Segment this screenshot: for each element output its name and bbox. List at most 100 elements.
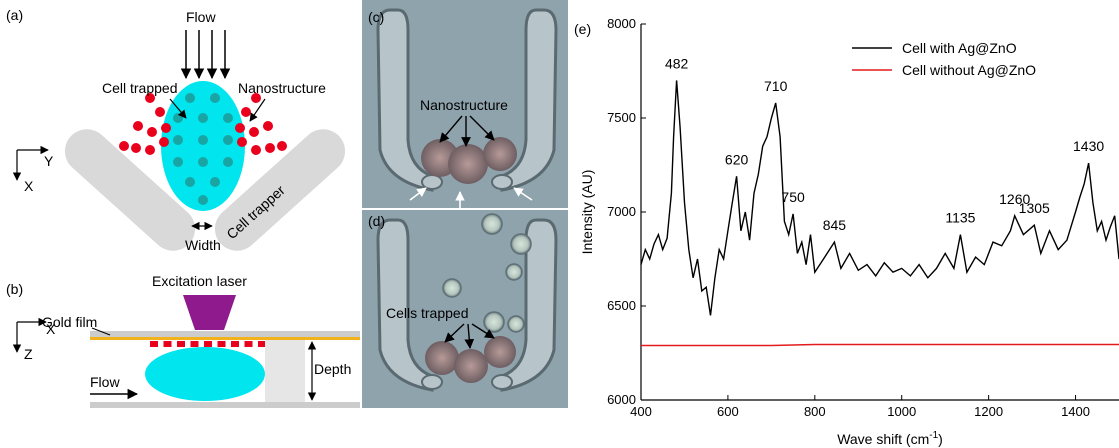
cell-trapper-right (214, 129, 346, 251)
depth-label: Depth (314, 361, 351, 377)
y-tick-label: 6000 (607, 392, 636, 407)
panel-e: (e) 6000 6500 7000 7500 8000 400 600 800 1000 120… (574, 16, 1119, 447)
panel-c: (c) Nanostructure (362, 0, 568, 208)
xz-axes-icon (12, 317, 47, 353)
cells-trapped-label: Cells trapped (386, 305, 469, 321)
cell-dot (223, 113, 233, 123)
trapped-cell-2 (454, 349, 488, 383)
gold-film-label: Gold film (42, 314, 97, 330)
y-tick-label: 6500 (607, 298, 636, 313)
x-tick-label: 1000 (887, 404, 916, 419)
nanoparticle-dot (145, 145, 155, 155)
nanostructure-block (190, 341, 199, 347)
floating-cells (442, 213, 532, 333)
bottom-plate (90, 402, 360, 408)
peak-label: 1260 (999, 191, 1030, 207)
peak-label: 1430 (1073, 138, 1104, 154)
nanostructure-block (163, 341, 172, 347)
cell-side-view (145, 347, 265, 401)
nanoparticle-dot (263, 121, 273, 131)
flow-arrows (180, 30, 231, 80)
nanostructure-label-c: Nanostructure (420, 97, 508, 113)
laser-beam (183, 295, 236, 330)
cell-dot (198, 135, 208, 145)
nanoparticle-dot (235, 123, 245, 133)
nanostructure-block (217, 341, 226, 347)
y-tick-label: 7500 (607, 110, 636, 125)
nanoparticle-dot (251, 93, 261, 103)
peak-label: 1305 (1019, 200, 1050, 216)
peak-label: 482 (665, 55, 689, 71)
flow-label: Flow (186, 9, 216, 25)
nanostructure-array (150, 341, 266, 347)
y-tick-label: 8000 (607, 16, 636, 31)
peak-label: 620 (725, 151, 749, 167)
cell-dot (210, 177, 220, 187)
peak-label: 750 (781, 189, 805, 205)
nanoparticle-dot (277, 141, 287, 151)
x-tick-label: 400 (630, 404, 652, 419)
cell-trapped-label: Cell trapped (102, 80, 178, 96)
axis-x-label: X (24, 178, 34, 194)
nanoparticle-dot (161, 123, 171, 133)
nanoparticle-dot (159, 137, 169, 147)
nanoparticle-dot (251, 145, 261, 155)
cell-dot (185, 93, 195, 103)
series-with-agzno (640, 80, 1119, 316)
cell-dot (198, 157, 208, 167)
cell-dot (223, 135, 233, 145)
nanostructure-block (150, 341, 158, 347)
cell-dot (173, 113, 183, 123)
nanoparticle-dot (155, 107, 165, 117)
nanoparticle-dot (249, 127, 259, 137)
panel-d: (d) Cells trapped (362, 210, 568, 408)
excitation-laser-label: Excitation laser (152, 273, 247, 289)
nanoparticle-dot (131, 143, 141, 153)
cell-dot (198, 195, 208, 205)
x-tick-label: 800 (804, 404, 826, 419)
cell-dot (198, 113, 208, 123)
cell-trapper-left (64, 129, 196, 251)
cell-dots (173, 93, 233, 205)
cell-dot (223, 157, 233, 167)
axis-z-label: Z (24, 346, 33, 362)
top-plate (90, 331, 360, 337)
x-tick-label: 1400 (1061, 404, 1090, 419)
panel-c-label: (c) (368, 9, 384, 25)
trapped-cell-1 (425, 341, 459, 375)
gold-film (90, 337, 360, 340)
nanoparticle-dot (265, 143, 275, 153)
side-wall (265, 340, 305, 403)
panel-b-label: (b) (6, 281, 23, 297)
peak-label: 845 (823, 217, 847, 233)
x-tick-label: 600 (717, 404, 739, 419)
peak-label: 710 (764, 78, 788, 94)
peak-label: 1135 (945, 210, 975, 226)
panel-e-label: (e) (574, 21, 591, 37)
nanoparticles (119, 93, 287, 155)
x-axis-title: Wave shift (cm-1) (837, 430, 943, 447)
nanostructure-block (258, 341, 266, 347)
cell-dot (173, 157, 183, 167)
panel-a-label: (a) (6, 7, 23, 23)
y-tick-label: 7000 (607, 204, 636, 219)
nanostructure-block (244, 341, 253, 347)
panel-a: (a) Flow Cell trapped Nanostructure Cell… (6, 7, 346, 253)
panel-d-label: (d) (368, 213, 385, 229)
trapped-cell-3 (484, 336, 516, 368)
panel-b: (b) Excitation laser Gold film Flow Dept… (6, 273, 360, 408)
axis-x-label-b: X (46, 321, 56, 337)
cell-dot (185, 177, 195, 187)
legend: Cell with Ag@ZnO Cell without Ag@ZnO (852, 40, 1036, 78)
x-tick-label: 1200 (974, 404, 1003, 419)
xy-axes-icon (12, 145, 49, 181)
trapped-cell (161, 81, 245, 211)
cell-dot (173, 135, 183, 145)
y-axis-title: Intensity (AU) (579, 170, 595, 255)
nanoparticle-dot (119, 141, 129, 151)
nanostructure-label: Nanostructure (238, 80, 326, 96)
series-without-agzno (641, 343, 1119, 347)
flow-label-b: Flow (90, 374, 120, 390)
nanoparticle-dot (145, 93, 155, 103)
nanostructure-block (177, 341, 185, 347)
